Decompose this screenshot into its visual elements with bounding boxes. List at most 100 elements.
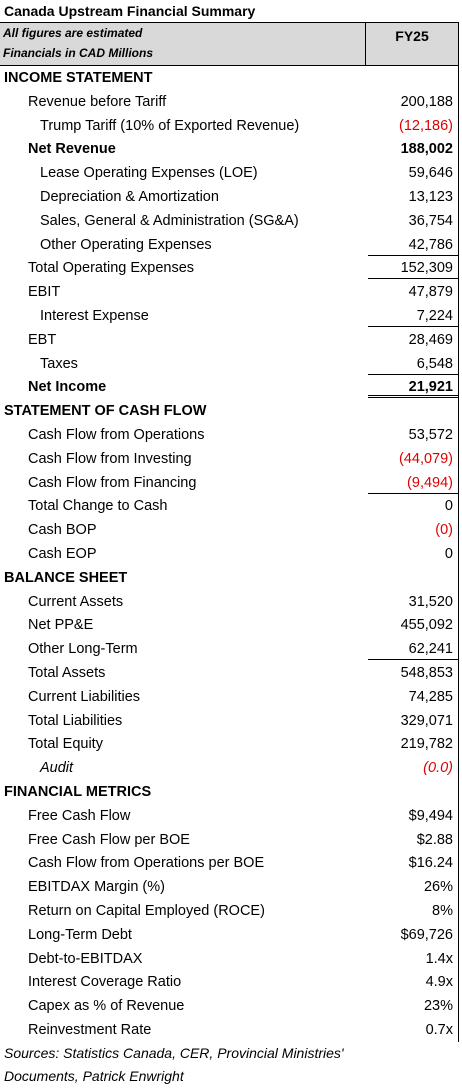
row-value: 13,123 bbox=[408, 189, 453, 205]
row-value: 6,548 bbox=[416, 355, 453, 372]
row-value: 62,241 bbox=[408, 641, 453, 658]
table-row: Other Operating Expenses 42,786 bbox=[0, 233, 459, 257]
header-note: All figures are estimated bbox=[3, 26, 143, 40]
section-row: FINANCIAL METRICS bbox=[0, 780, 459, 804]
footer-note: Documents, Patrick Enwright bbox=[4, 1068, 184, 1084]
table-row: Cash Flow from Operations 53,572 bbox=[0, 423, 459, 447]
table-row: Capex as % of Revenue 23% bbox=[0, 994, 459, 1018]
table-row: Net Revenue 188,002 bbox=[0, 137, 459, 161]
row-value: 188,002 bbox=[400, 141, 453, 158]
table-row: EBITDAX Margin (%) 26% bbox=[0, 875, 459, 899]
table-row: Cash EOP 0 bbox=[0, 542, 459, 566]
table-row: Debt-to-EBITDAX 1.4x bbox=[0, 947, 459, 971]
table-row: Lease Operating Expenses (LOE) 59,646 bbox=[0, 161, 459, 185]
row-label: Net PP&E bbox=[28, 617, 94, 634]
row-value: (12,186) bbox=[398, 117, 453, 134]
row-label: Sales, General & Administration (SG&A) bbox=[40, 212, 299, 229]
row-value: 329,071 bbox=[400, 712, 453, 729]
section-title: STATEMENT OF CASH FLOW bbox=[4, 403, 207, 420]
table-row: Net Income 21,921 bbox=[0, 375, 459, 399]
row-value: 31,520 bbox=[408, 593, 453, 610]
row-value: 28,469 bbox=[408, 331, 453, 348]
section-title: BALANCE SHEET bbox=[4, 569, 128, 586]
value-cell bbox=[368, 352, 459, 375]
row-value: 1.4x bbox=[425, 950, 453, 967]
row-label: Trump Tariff (10% of Exported Revenue) bbox=[40, 117, 300, 134]
row-value: (0) bbox=[435, 522, 453, 539]
row-value: 47,879 bbox=[408, 284, 453, 301]
row-value: 0 bbox=[444, 546, 453, 562]
table-row: Taxes 6,548 bbox=[0, 352, 459, 376]
row-value: $2.88 bbox=[416, 831, 453, 848]
value-cell bbox=[368, 471, 459, 494]
table-row: EBIT 47,879 bbox=[0, 280, 459, 304]
table-row: Sales, General & Administration (SG&A) 36… bbox=[0, 209, 459, 233]
section-title: INCOME STATEMENT bbox=[4, 70, 153, 86]
row-value: 455,092 bbox=[400, 617, 453, 634]
value-cell bbox=[368, 304, 459, 327]
row-label: Current Liabilities bbox=[28, 688, 141, 705]
row-label: Other Operating Expenses bbox=[40, 236, 212, 253]
table-row: Depreciation & Amortization 13,123 bbox=[0, 185, 459, 209]
table-row: Return on Capital Employed (ROCE) 8% bbox=[0, 899, 459, 923]
table-row: Trump Tariff (10% of Exported Revenue) (1… bbox=[0, 114, 459, 138]
row-value: 36,754 bbox=[408, 212, 453, 229]
row-value: 0.7x bbox=[425, 1022, 453, 1038]
row-value: $9,494 bbox=[408, 807, 453, 824]
row-label: Return on Capital Employed (ROCE) bbox=[28, 903, 265, 919]
footer-note: Sources: Statistics Canada, CER, Provinc… bbox=[4, 1045, 344, 1061]
table-row: Cash Flow from Investing (44,079) bbox=[0, 447, 459, 471]
table-row: Interest Coverage Ratio 4.9x bbox=[0, 970, 459, 994]
column-header: FY25 bbox=[365, 23, 458, 65]
row-label: Cash BOP bbox=[28, 522, 97, 539]
row-value: (0.0) bbox=[423, 760, 453, 777]
section-row: BALANCE SHEET bbox=[0, 566, 459, 590]
row-label: Free Cash Flow per BOE bbox=[28, 831, 190, 848]
row-value: 4.9x bbox=[425, 974, 453, 991]
row-label: EBT bbox=[28, 331, 57, 348]
row-value: 23% bbox=[423, 998, 453, 1015]
table-row: EBT 28,469 bbox=[0, 328, 459, 352]
section-row: INCOME STATEMENT bbox=[0, 66, 459, 90]
row-label: Debt-to-EBITDAX bbox=[28, 950, 143, 967]
row-label: Capex as % of Revenue bbox=[28, 998, 185, 1015]
row-label: Free Cash Flow bbox=[28, 807, 131, 824]
table-row: Other Long-Term 62,241 bbox=[0, 637, 459, 661]
table-row: Total Equity 219,782 bbox=[0, 732, 459, 756]
table-row: Total Assets 548,853 bbox=[0, 661, 459, 685]
table-row: Total Operating Expenses 152,309 bbox=[0, 256, 459, 280]
row-label: Depreciation & Amortization bbox=[40, 189, 219, 205]
row-value: (44,079) bbox=[398, 450, 453, 467]
value-cell bbox=[368, 233, 459, 256]
row-value: (9,494) bbox=[407, 474, 453, 491]
table-row: Audit (0.0) bbox=[0, 756, 459, 780]
row-value: 0 bbox=[444, 498, 453, 515]
value-cell bbox=[368, 375, 459, 399]
value-cell bbox=[368, 637, 459, 661]
row-value: 8% bbox=[432, 903, 453, 919]
table-border bbox=[458, 66, 459, 1042]
row-label: Total Change to Cash bbox=[28, 498, 168, 515]
row-label: Audit bbox=[40, 760, 74, 777]
table-row: Interest Expense 7,224 bbox=[0, 304, 459, 328]
table-row: Free Cash Flow $9,494 bbox=[0, 804, 459, 828]
row-value: 53,572 bbox=[408, 427, 453, 443]
value-cell bbox=[368, 256, 459, 280]
table-row: Current Assets 31,520 bbox=[0, 590, 459, 614]
row-value: 59,646 bbox=[408, 165, 453, 182]
row-label: Revenue before Tariff bbox=[28, 93, 167, 110]
row-label: Total Assets bbox=[28, 665, 106, 681]
row-label: Interest Coverage Ratio bbox=[28, 974, 182, 991]
row-value: 42,786 bbox=[408, 236, 453, 253]
table-row: Net PP&E 455,092 bbox=[0, 613, 459, 637]
row-value: $69,726 bbox=[400, 926, 453, 943]
row-value: $16.24 bbox=[408, 855, 453, 872]
row-label: Cash Flow from Operations bbox=[28, 427, 205, 443]
row-label: Current Assets bbox=[28, 593, 124, 610]
row-value: 548,853 bbox=[400, 665, 453, 681]
table-row: Total Change to Cash 0 bbox=[0, 494, 459, 518]
table-row: Cash BOP (0) bbox=[0, 518, 459, 542]
table-row: Cash Flow from Operations per BOE $16.24 bbox=[0, 851, 459, 875]
